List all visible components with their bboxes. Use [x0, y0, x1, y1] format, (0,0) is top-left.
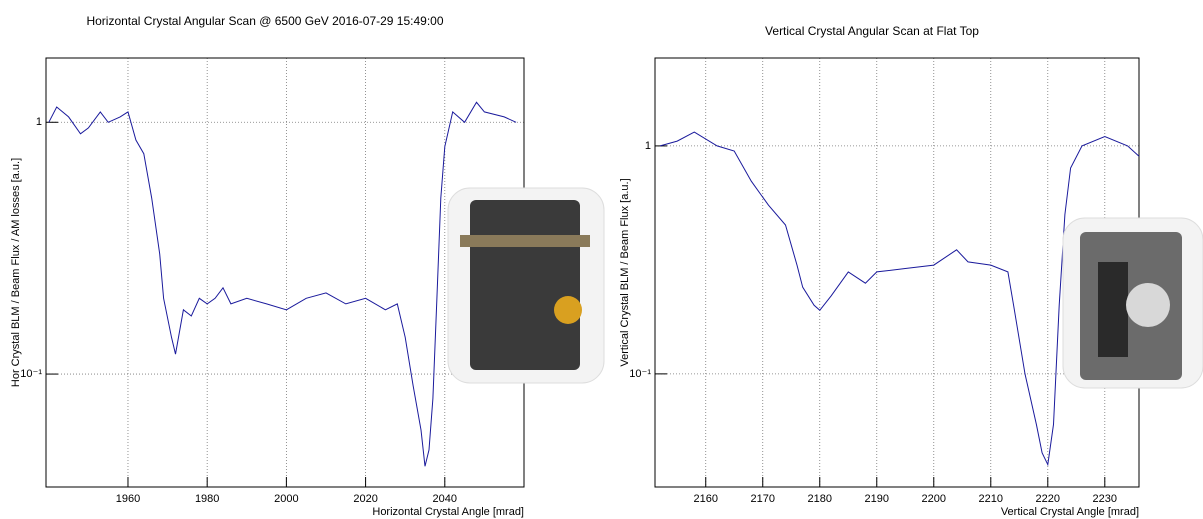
x-tick-label: 1980: [195, 493, 219, 505]
chart-title: Horizontal Crystal Angular Scan @ 6500 G…: [86, 14, 443, 28]
y-tick-label: 10⁻¹: [20, 368, 42, 380]
inset-photo: [1062, 217, 1203, 389]
x-tick-label: 2000: [274, 493, 298, 505]
x-tick-label: 2020: [353, 493, 377, 505]
x-tick-label: 2230: [1093, 493, 1117, 505]
y-tick-label: 1: [36, 116, 42, 128]
y-axis-label: Vertical Crystal BLM / Beam Flux [a.u.]: [619, 178, 631, 366]
x-tick-label: 2160: [693, 493, 717, 505]
inset-photo: [447, 187, 605, 384]
y-axis-label: Hor Crystal BLM / Beam Flux / AM losses …: [10, 158, 22, 387]
x-axis-label: Vertical Crystal Angle [mrad]: [1001, 506, 1139, 518]
x-tick-label: 2220: [1036, 493, 1060, 505]
y-tick-label: 10⁻¹: [629, 368, 651, 380]
x-tick-label: 2190: [865, 493, 889, 505]
x-tick-label: 2210: [979, 493, 1003, 505]
x-axis-label: Horizontal Crystal Angle [mrad]: [372, 506, 524, 518]
x-tick-label: 2170: [751, 493, 775, 505]
x-tick-label: 1960: [116, 493, 140, 505]
data-line: [48, 101, 517, 467]
data-line: [659, 131, 1140, 467]
x-tick-label: 2040: [433, 493, 457, 505]
x-tick-label: 2200: [922, 493, 946, 505]
chart-title: Vertical Crystal Angular Scan at Flat To…: [765, 24, 979, 38]
x-tick-label: 2180: [808, 493, 832, 505]
y-tick-label: 1: [645, 140, 651, 152]
